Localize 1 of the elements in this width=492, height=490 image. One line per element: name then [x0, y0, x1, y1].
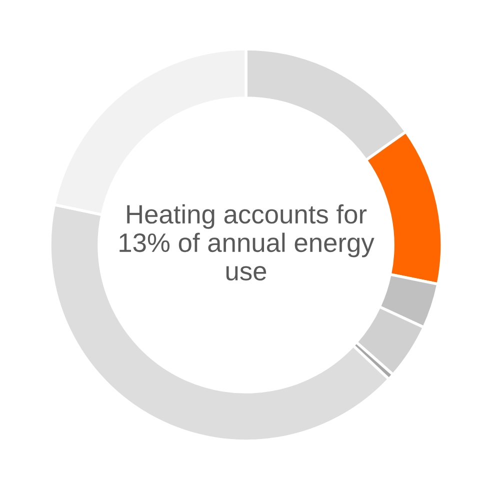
text: Heating accounts for 13% of annual energy use: [120, 204, 374, 281]
